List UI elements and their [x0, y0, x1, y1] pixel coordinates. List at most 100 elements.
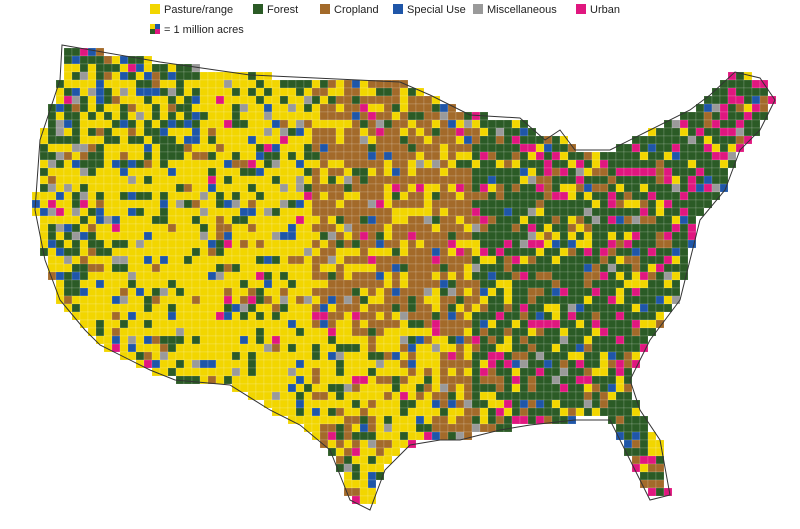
land-cell	[455, 255, 465, 265]
land-cell	[95, 143, 105, 153]
land-cell	[463, 111, 473, 121]
land-cell	[375, 431, 385, 441]
land-cell	[183, 191, 193, 201]
land-cell	[343, 391, 353, 401]
land-cell	[63, 63, 73, 73]
land-cell	[431, 279, 441, 289]
land-cell	[727, 135, 737, 145]
land-cell	[367, 103, 377, 113]
land-cell	[199, 175, 209, 185]
land-cell	[143, 319, 153, 329]
land-cell	[47, 159, 57, 169]
land-cell	[623, 359, 633, 369]
land-cell	[623, 391, 633, 401]
land-cell	[447, 183, 457, 193]
land-cell	[151, 183, 161, 193]
land-cell	[191, 335, 201, 345]
land-cell	[215, 295, 225, 305]
land-cell	[207, 247, 217, 257]
land-cell	[703, 127, 713, 137]
land-cell	[487, 391, 497, 401]
land-cell	[327, 375, 337, 385]
land-cell	[111, 111, 121, 121]
land-cell	[599, 359, 609, 369]
land-cell	[247, 167, 257, 177]
land-cell	[255, 87, 265, 97]
land-cell	[407, 207, 417, 217]
land-cell	[119, 239, 129, 249]
land-cell	[615, 335, 625, 345]
land-cell	[535, 415, 545, 425]
land-cell	[199, 335, 209, 345]
land-cell	[551, 335, 561, 345]
land-cell	[463, 295, 473, 305]
land-cell	[655, 207, 665, 217]
land-cell	[359, 143, 369, 153]
land-cell	[359, 183, 369, 193]
land-cell	[543, 319, 553, 329]
land-cell	[199, 199, 209, 209]
land-cell	[167, 167, 177, 177]
land-cell	[119, 71, 129, 81]
land-cell	[135, 263, 145, 273]
land-cell	[375, 263, 385, 273]
land-cell	[439, 383, 449, 393]
land-cell	[175, 367, 185, 377]
land-cell	[511, 319, 521, 329]
land-cell	[63, 47, 73, 57]
land-cell	[407, 431, 417, 441]
land-cell	[255, 295, 265, 305]
land-cell	[191, 127, 201, 137]
land-cell	[591, 279, 601, 289]
land-cell	[255, 367, 265, 377]
land-cell	[471, 311, 481, 321]
land-cell	[63, 151, 73, 161]
land-cell	[399, 287, 409, 297]
land-cell	[439, 239, 449, 249]
land-cell	[463, 127, 473, 137]
land-cell	[687, 167, 697, 177]
land-cell	[383, 287, 393, 297]
legend-swatch	[576, 4, 586, 14]
land-cell	[647, 311, 657, 321]
land-cell	[439, 175, 449, 185]
land-cell	[439, 311, 449, 321]
land-cell	[583, 183, 593, 193]
land-cell	[623, 367, 633, 377]
land-cell	[151, 207, 161, 217]
land-cell	[263, 327, 273, 337]
land-cell	[535, 407, 545, 417]
land-cell	[591, 263, 601, 273]
land-cell	[639, 159, 649, 169]
land-cell	[223, 375, 233, 385]
land-cell	[111, 247, 121, 257]
land-cell	[487, 159, 497, 169]
land-cell	[343, 311, 353, 321]
land-cell	[319, 351, 329, 361]
land-cell	[327, 279, 337, 289]
land-cell	[431, 127, 441, 137]
land-cell	[391, 271, 401, 281]
land-cell	[615, 215, 625, 225]
land-cell	[223, 215, 233, 225]
land-cell	[671, 271, 681, 281]
land-cell	[375, 367, 385, 377]
land-cell	[303, 279, 313, 289]
land-cell	[599, 319, 609, 329]
land-cell	[567, 239, 577, 249]
land-cell	[287, 335, 297, 345]
land-cell	[71, 103, 81, 113]
land-cell	[407, 303, 417, 313]
land-cell	[647, 319, 657, 329]
land-cell	[311, 311, 321, 321]
land-cell	[359, 95, 369, 105]
land-cell	[655, 135, 665, 145]
land-cell	[367, 431, 377, 441]
land-cell	[631, 303, 641, 313]
land-cell	[719, 111, 729, 121]
land-cell	[247, 79, 257, 89]
land-cell	[175, 255, 185, 265]
land-cell	[175, 175, 185, 185]
land-cell	[255, 159, 265, 169]
land-cell	[135, 215, 145, 225]
